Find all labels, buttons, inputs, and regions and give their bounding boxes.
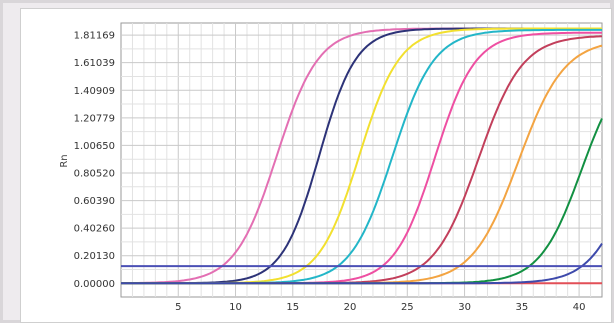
curves xyxy=(120,27,603,285)
x-tick-label: 40 xyxy=(573,302,586,313)
y-tick-label: 0.80520 xyxy=(74,168,115,179)
y-tick-label: 0.60390 xyxy=(74,196,115,207)
y-tick-label: 1.40909 xyxy=(74,86,115,97)
x-tick-label: 10 xyxy=(229,302,242,313)
y-tick-label: 0.00000 xyxy=(74,279,115,290)
y-tick-label: 1.20779 xyxy=(74,113,115,124)
amplification-plot: 0.00000 0.20130 0.40260 0.60390 0.80520 1.006… xyxy=(59,22,603,313)
y-axis-label: Rn xyxy=(59,154,70,167)
y-tick-label: 1.61039 xyxy=(74,58,115,69)
x-ticks: 5 10 15 20 25 30 35 40 xyxy=(175,302,585,313)
amplification-curve-9 xyxy=(121,243,603,285)
grid xyxy=(120,22,603,298)
x-tick-label: 30 xyxy=(458,302,471,313)
y-ticks: 0.00000 0.20130 0.40260 0.60390 0.80520 1.006… xyxy=(74,31,115,290)
x-tick-label: 35 xyxy=(515,302,528,313)
x-tick-label: 20 xyxy=(344,302,357,313)
y-tick-label: 0.40260 xyxy=(74,224,115,235)
x-tick-label: 5 xyxy=(175,302,181,313)
x-tick-label: 15 xyxy=(286,302,299,313)
window-frame: 0.00000 0.20130 0.40260 0.60390 0.80520 1.006… xyxy=(3,3,612,323)
y-tick-label: 1.81169 xyxy=(74,31,115,42)
chart-panel: 0.00000 0.20130 0.40260 0.60390 0.80520 1.006… xyxy=(20,8,612,323)
x-tick-label: 25 xyxy=(401,302,414,313)
y-tick-label: 0.20130 xyxy=(74,251,115,262)
y-tick-label: 1.00650 xyxy=(74,141,115,152)
